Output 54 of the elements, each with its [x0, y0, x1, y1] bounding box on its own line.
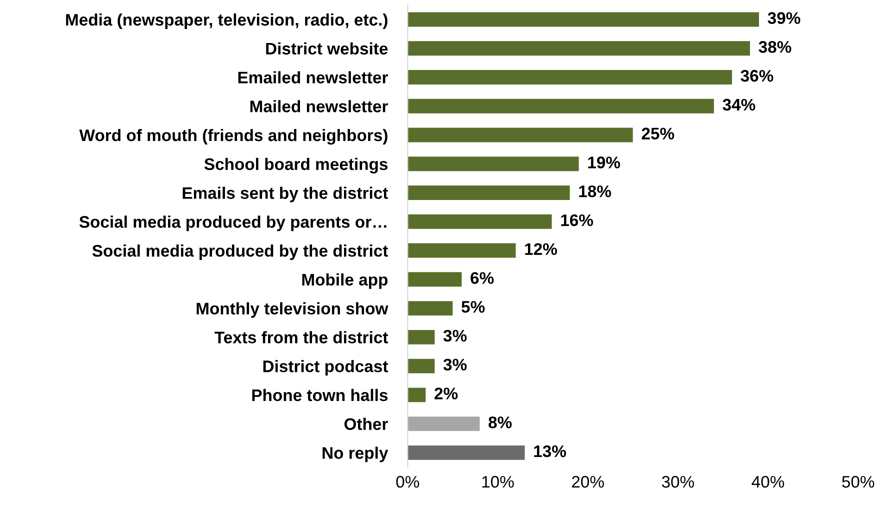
- data-label: 3%: [443, 358, 467, 371]
- x-tick-label: 0%: [396, 476, 420, 488]
- data-label: 18%: [579, 185, 612, 198]
- y-tick-label: Social media produced by parents or…: [79, 216, 386, 232]
- data-label: 19%: [588, 156, 620, 168]
- y-tick-label: Texts from the district: [214, 331, 388, 344]
- bar: [408, 301, 453, 316]
- bar: [408, 214, 552, 229]
- y-tick-label: Social media produced by the district: [92, 244, 388, 260]
- data-label: 8%: [488, 416, 512, 428]
- bar: [408, 186, 570, 200]
- data-label: 6%: [470, 272, 494, 284]
- y-tick-label: Phone town halls: [252, 388, 388, 402]
- y-tick-label: Word of mouth (friends and neighbors): [79, 128, 388, 145]
- x-tick-label: 20%: [572, 476, 604, 488]
- y-tick-label: District website: [266, 42, 388, 55]
- y-tick-label: Mobile app: [302, 273, 388, 289]
- data-label: 39%: [768, 12, 800, 24]
- bar: [408, 156, 579, 172]
- y-tick-label: School board meetings: [204, 158, 388, 174]
- data-label: 3%: [443, 330, 467, 342]
- bar: [408, 128, 633, 142]
- data-label: 2%: [434, 388, 458, 400]
- y-tick-label: Other: [344, 418, 388, 430]
- data-label: 5%: [462, 301, 485, 313]
- bar: [408, 445, 525, 460]
- data-label: 16%: [561, 214, 594, 226]
- data-label: 25%: [642, 128, 674, 140]
- data-label: 36%: [740, 70, 774, 82]
- x-tick-label: 30%: [662, 476, 694, 488]
- bar: [408, 12, 760, 27]
- data-label: 13%: [534, 445, 566, 458]
- bar: [408, 388, 426, 402]
- y-tick-label: No reply: [322, 446, 388, 462]
- x-tick-label: 40%: [752, 476, 784, 488]
- bar: [408, 358, 435, 374]
- x-tick-label: 50%: [842, 476, 874, 488]
- y-tick-label: Emailed newsletter: [238, 71, 388, 84]
- bar: [408, 243, 516, 258]
- bar: [408, 98, 714, 114]
- y-tick-label: Mailed newsletter: [250, 100, 388, 112]
- y-tick-label: District podcast: [263, 360, 388, 376]
- data-label: 38%: [758, 41, 792, 53]
- data-label: 34%: [722, 98, 756, 111]
- bar: [408, 41, 750, 56]
- bar: [408, 416, 480, 432]
- y-tick-label: Monthly television show: [196, 302, 388, 318]
- bar: [408, 272, 462, 287]
- bar: [408, 70, 732, 84]
- bar: [408, 330, 435, 344]
- data-label: 12%: [525, 243, 558, 255]
- x-tick-label: 10%: [482, 476, 514, 488]
- y-tick-label: Media (newspaper, television, radio, etc.): [66, 13, 388, 29]
- y-tick-label: Emails sent by the district: [182, 186, 388, 202]
